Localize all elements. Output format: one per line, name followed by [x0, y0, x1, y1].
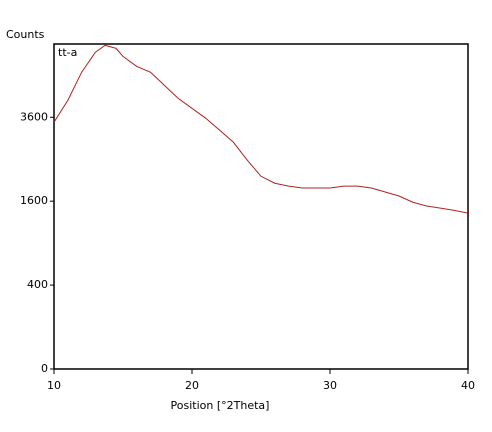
legend-entry: tt-a: [58, 46, 77, 59]
y-tick-label: 3600: [20, 110, 48, 123]
y-tick-label: 1600: [20, 194, 48, 207]
x-tick-label: 30: [323, 379, 337, 392]
y-tick-label: 400: [27, 278, 48, 291]
x-tick-label: 20: [185, 379, 199, 392]
plot-frame: [53, 43, 469, 370]
x-axis-label: Position [°2Theta]: [171, 399, 270, 412]
y-axis-label: Counts: [6, 28, 45, 41]
x-tick-label: 40: [461, 379, 475, 392]
data-line: [53, 44, 469, 214]
y-tick-label: 0: [41, 362, 48, 375]
x-tick-label: 10: [47, 379, 61, 392]
